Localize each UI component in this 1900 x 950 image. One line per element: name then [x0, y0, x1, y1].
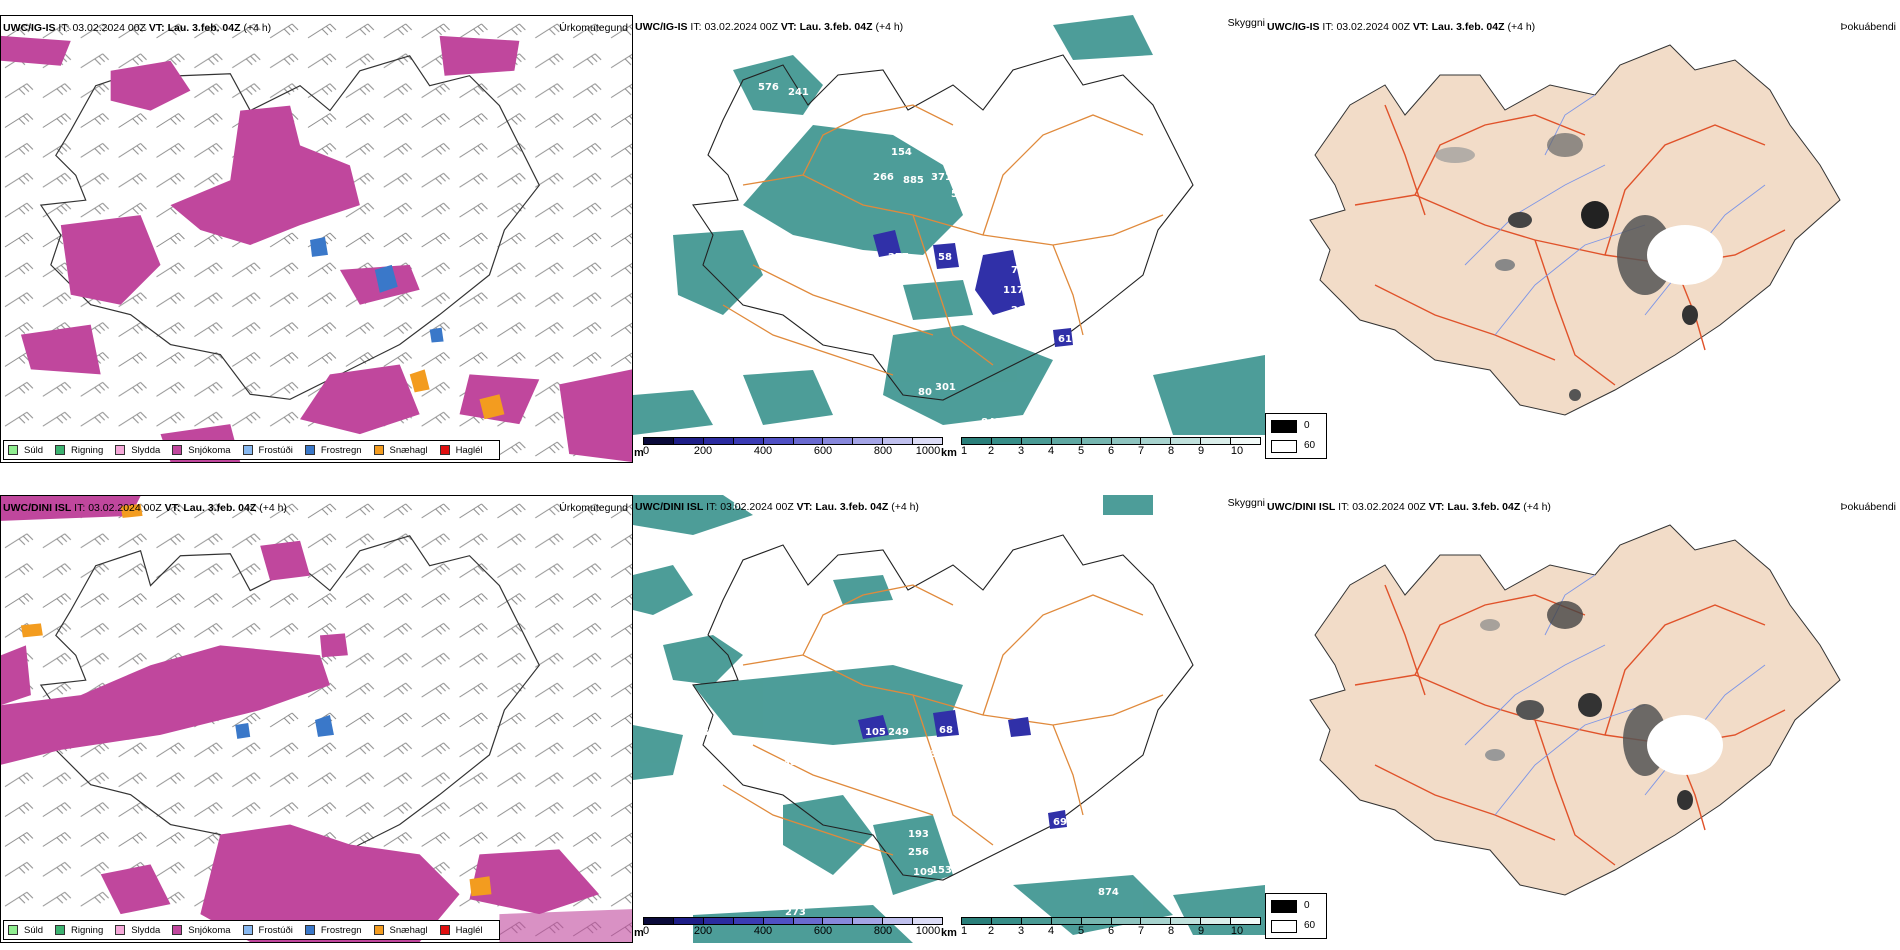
visibility-title-bottom: Skyggni	[1227, 497, 1265, 509]
cloud-header-bottom: UWC/DINI ISL IT: 03.02.2024 00Z VT: Lau.…	[1267, 501, 1551, 513]
precip-panel-bottom: UWC/DINI ISL IT: 03.02.2024 00Z VT: Lau.…	[0, 495, 633, 943]
precip-title-top: Úrkomutegund	[559, 22, 628, 34]
svg-text:354: 354	[783, 757, 804, 768]
svg-text:109: 109	[913, 867, 934, 878]
svg-text:153: 153	[931, 865, 952, 876]
legend-item-snjokoma: Snjókoma	[172, 925, 231, 936]
svg-text:193: 193	[908, 829, 929, 840]
legend-item-slydda: Slydda	[115, 445, 160, 456]
legend-item-snjokoma: Snjókoma	[172, 445, 231, 456]
svg-text:452: 452	[958, 647, 979, 658]
svg-text:371: 371	[931, 172, 952, 183]
cloud-patches-bottom	[1480, 601, 1723, 810]
legend-item-snaehagl: Snæhagl	[373, 445, 428, 456]
snow-depth-labels-bottom: 886 241 452 272 528 105 249 68 105 333 4…	[663, 501, 1119, 918]
snow-depth-labels-top: 576 241 962 97 154 266 885 371 853 543 2…	[758, 82, 1119, 428]
svg-text:154: 154	[891, 147, 912, 158]
svg-text:241: 241	[788, 87, 809, 98]
precip-legend-bottom: Súld Rigning Slydda Snjókoma Frostúði Fr…	[3, 920, 500, 940]
snow-depth-colorbar-bottom: 0 200 400 600 800 1000	[643, 917, 943, 937]
cloud-map-top	[1309, 44, 1841, 416]
visibility-map-top: 576 241 962 97 154 266 885 371 853 543 2…	[633, 15, 1265, 435]
legend-item-rigning: Rigning	[55, 925, 103, 936]
cloud-panel-bottom: UWC/DINI ISL IT: 03.02.2024 00Z VT: Lau.…	[1265, 495, 1900, 943]
precip-header-bottom: UWC/DINI ISL IT: 03.02.2024 00Z VT: Lau.…	[3, 502, 287, 514]
svg-text:80: 80	[918, 387, 932, 398]
svg-text:874: 874	[1098, 887, 1119, 898]
svg-text:241: 241	[755, 501, 776, 512]
svg-text:576: 576	[758, 82, 779, 93]
svg-text:528: 528	[688, 727, 709, 738]
svg-text:853: 853	[953, 167, 974, 178]
svg-text:105: 105	[865, 727, 886, 738]
svg-text:543: 543	[951, 189, 972, 200]
precip-legend-top: Súld Rigning Slydda Snjókoma Frostúði Fr…	[3, 440, 500, 460]
precip-title-bottom: Úrkomutegund	[559, 502, 628, 514]
svg-text:301: 301	[935, 382, 956, 393]
precip-header-top: UWC/IG-IS IT: 03.02.2024 00Z VT: Lau. 3.…	[3, 22, 272, 34]
visibility-header-bottom: UWC/DINI ISL IT: 03.02.2024 00Z VT: Lau.…	[635, 501, 919, 513]
svg-text:256: 256	[908, 847, 929, 858]
visibility-title-top: Skyggni	[1227, 17, 1265, 29]
svg-text:76: 76	[1011, 265, 1025, 276]
cloud-legend-bottom: 0 60	[1265, 893, 1327, 939]
svg-text:105: 105	[865, 745, 886, 756]
cloud-header-top: UWC/IG-IS IT: 03.02.2024 00Z VT: Lau. 3.…	[1267, 21, 1536, 33]
svg-text:58: 58	[938, 252, 952, 263]
svg-text:962: 962	[878, 122, 899, 133]
visibility-colorbar-bottom: 1 2 3 4 5 6 7 8 9 10	[961, 917, 1261, 937]
vis-bar-unit-bottom: km	[941, 927, 957, 939]
svg-text:69: 69	[1053, 817, 1067, 828]
svg-text:61: 61	[1058, 334, 1072, 345]
svg-text:266: 266	[873, 172, 894, 183]
legend-item-sudl: Súld	[8, 445, 43, 456]
legend-item-haglel: Haglél	[439, 445, 483, 456]
cloud-panel-top: UWC/IG-IS IT: 03.02.2024 00Z VT: Lau. 3.…	[1265, 15, 1900, 463]
cloud-title-bottom: Þokuábendi	[1840, 501, 1896, 513]
svg-text:117: 117	[1003, 285, 1024, 296]
precip-map-top	[1, 16, 632, 462]
legend-item-sudl: Súld	[8, 925, 43, 936]
snow-bar-unit-top: m	[634, 447, 644, 459]
svg-text:886: 886	[733, 501, 754, 512]
legend-item-haglel: Haglél	[439, 925, 483, 936]
visibility-colorbar-top: 1 2 3 4 5 6 7 8 9 10	[961, 437, 1261, 457]
visibility-map-bottom: 886 241 452 272 528 105 249 68 105 333 4…	[633, 495, 1265, 943]
legend-item-frostudi: Frostúði	[242, 445, 293, 456]
svg-text:277: 277	[888, 252, 909, 263]
svg-text:272: 272	[663, 719, 684, 730]
precip-panel-top: UWC/IG-IS IT: 03.02.2024 00Z VT: Lau. 3.…	[0, 15, 633, 463]
svg-text:273: 273	[785, 907, 806, 918]
legend-item-rigning: Rigning	[55, 445, 103, 456]
cloud-patches-top	[1435, 133, 1723, 401]
svg-text:97: 97	[903, 127, 917, 138]
svg-text:842: 842	[981, 417, 1002, 428]
svg-text:804: 804	[1098, 407, 1119, 418]
svg-text:68: 68	[939, 725, 953, 736]
svg-text:105: 105	[1013, 745, 1034, 756]
svg-text:885: 885	[903, 175, 924, 186]
legend-item-frostregn: Frostregn	[304, 925, 362, 936]
legend-item-slydda: Slydda	[115, 925, 160, 936]
svg-text:249: 249	[888, 727, 909, 738]
vis-bar-unit-top: km	[941, 447, 957, 459]
legend-item-frostudi: Frostúði	[242, 925, 293, 936]
legend-item-snaehagl: Snæhagl	[373, 925, 428, 936]
svg-text:204: 204	[1011, 305, 1032, 316]
visibility-panel-top: 576 241 962 97 154 266 885 371 853 543 2…	[633, 15, 1265, 463]
precip-map-bottom	[1, 496, 632, 942]
svg-text:198: 198	[843, 747, 864, 758]
cloud-title-top: Þokuábendi	[1840, 21, 1896, 33]
visibility-panel-bottom: 886 241 452 272 528 105 249 68 105 333 4…	[633, 495, 1265, 943]
cloud-map-bottom	[1309, 524, 1841, 896]
legend-item-frostregn: Frostregn	[304, 445, 362, 456]
visibility-header-top: UWC/IG-IS IT: 03.02.2024 00Z VT: Lau. 3.…	[635, 21, 904, 33]
cloud-legend-top: 0 60	[1265, 413, 1327, 459]
snow-depth-colorbar-top: 0 200 400 600 800 1000	[643, 437, 943, 457]
svg-text:411: 411	[895, 764, 916, 775]
svg-text:333: 333	[923, 749, 944, 760]
snow-bar-unit-bottom: m	[634, 927, 644, 939]
